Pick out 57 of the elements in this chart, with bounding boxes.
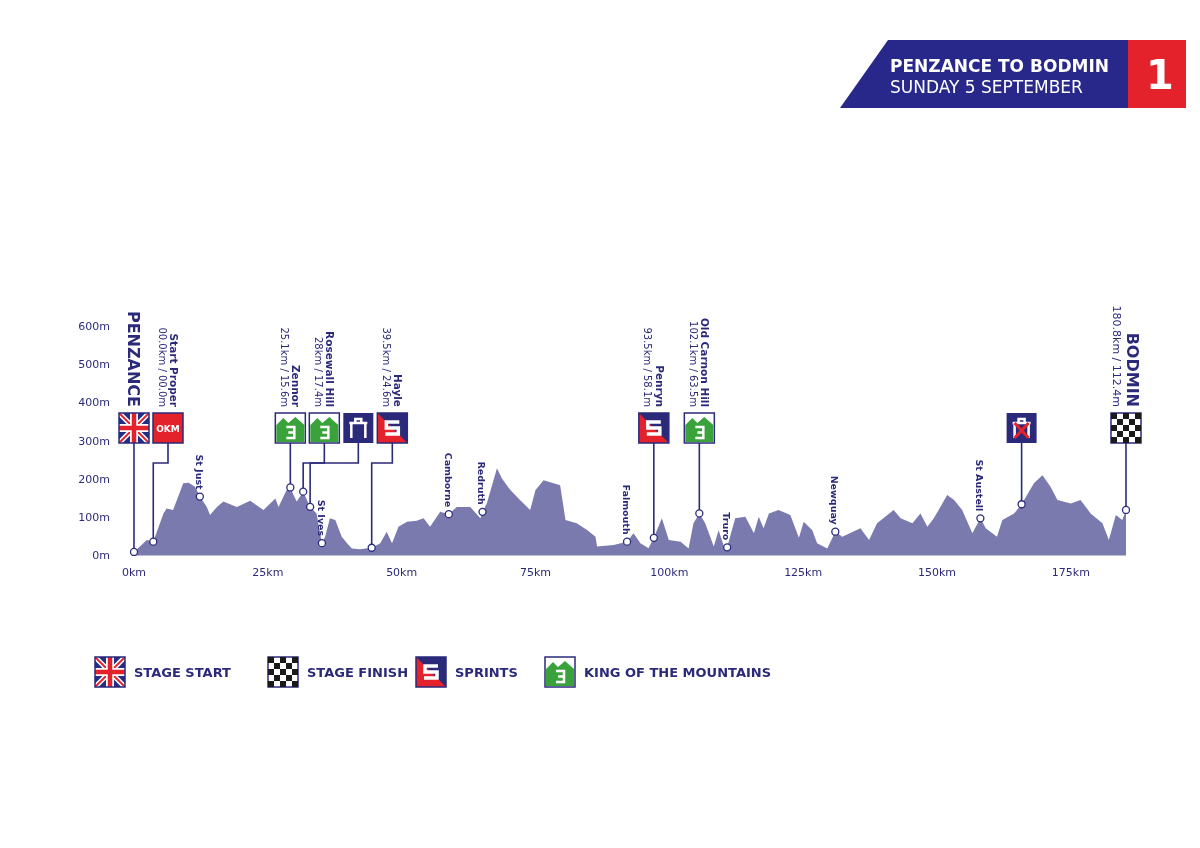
annotation: Redruth xyxy=(476,461,488,506)
annotation: Old Carnon Hill 102.1km / 63.5m xyxy=(687,317,712,407)
point xyxy=(695,509,704,518)
annotation: St Just xyxy=(193,454,205,491)
point xyxy=(444,510,453,519)
point xyxy=(478,507,487,517)
y-tick-label: 600m xyxy=(78,320,110,333)
x-tick-label: 150km xyxy=(917,566,957,579)
point xyxy=(299,487,308,496)
chart-subtitle: SUNDAY 5 SEPTEMBER xyxy=(890,77,1084,97)
point xyxy=(129,547,139,557)
annotation: Penryn 93.5km / 58.1m xyxy=(642,327,666,407)
point xyxy=(723,543,732,552)
annotation: Rosewall Hill 28km / 17.4m xyxy=(312,331,337,407)
annotation: Zennor 25.1km / 15.6m xyxy=(278,327,303,408)
point xyxy=(195,492,204,501)
y-tick-label: 100m xyxy=(78,510,110,524)
x-tick-label: 0km xyxy=(121,566,147,579)
annotation: BODMIN 180.8km / 112.4m xyxy=(1110,305,1142,407)
annotation: Start Proper 00.0km / 00.0m xyxy=(156,327,181,408)
text: SPRINTS xyxy=(455,665,518,680)
x-tick-label: 25km xyxy=(252,566,284,579)
y-tick-label: 300m xyxy=(78,434,110,448)
point xyxy=(1121,505,1131,515)
point xyxy=(1017,500,1026,509)
x-tick-label: 125km xyxy=(784,566,823,579)
text: STAGE START xyxy=(134,665,232,680)
y-tick-label: 500m xyxy=(78,358,110,372)
chart-title: PENZANCE TO BODMIN xyxy=(890,56,1109,76)
annotation: PENZANCE xyxy=(124,310,144,407)
text: STAGE FINISH xyxy=(307,665,409,680)
annotation: St Ives xyxy=(315,499,327,537)
annotation: OKM xyxy=(156,423,180,434)
point xyxy=(976,514,985,523)
x-tick-label: 75km xyxy=(519,566,552,579)
x-tick-label: 50km xyxy=(386,566,418,579)
annotation: St Austell xyxy=(974,459,986,512)
text: KING OF THE MOUNTAINS xyxy=(584,665,772,680)
y-tick-label: 0m xyxy=(92,549,110,562)
point xyxy=(317,539,327,548)
point xyxy=(622,537,632,546)
point xyxy=(305,502,315,512)
x-tick-label: 175km xyxy=(1051,566,1090,579)
point xyxy=(367,543,376,552)
annotation: Hayle 39.5km / 24.6m xyxy=(380,327,405,407)
point xyxy=(649,533,658,542)
annotation: Newquay xyxy=(829,475,841,526)
annotation: Truro xyxy=(720,512,732,541)
annotation: Falmouth xyxy=(620,484,632,535)
y-tick-label: 200m xyxy=(78,472,110,486)
point xyxy=(149,537,158,546)
text: 1 xyxy=(1146,52,1174,98)
point xyxy=(286,483,295,492)
point xyxy=(831,527,840,536)
y-tick-label: 400m xyxy=(78,396,110,410)
x-tick-label: 100km xyxy=(650,566,689,579)
annotation: Camborne xyxy=(442,452,454,508)
